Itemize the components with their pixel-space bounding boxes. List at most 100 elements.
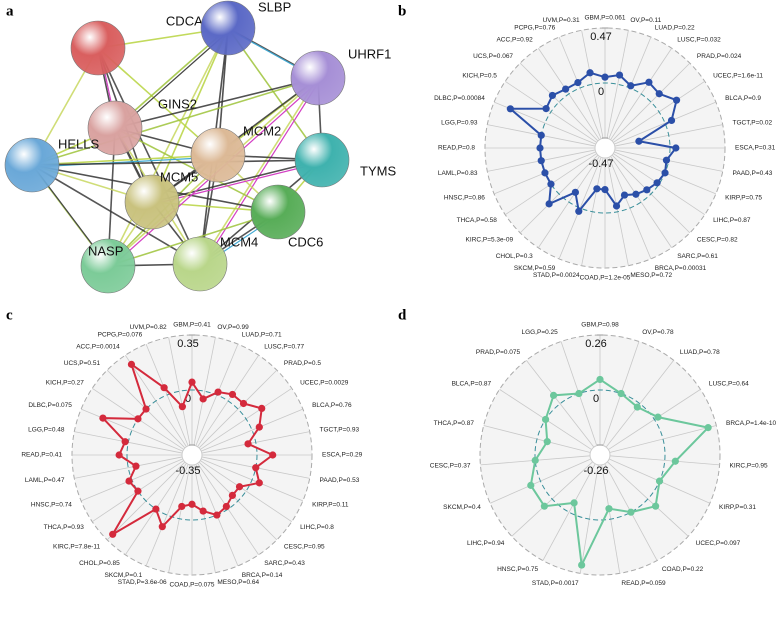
grid-circle	[126, 389, 258, 521]
spoke	[80, 408, 183, 452]
panel-label: b	[398, 3, 406, 19]
category-label: PRAD,P=0.5	[284, 360, 321, 367]
category-label: KIRP,P=0.11	[312, 501, 349, 508]
category-label: HNSC,P=0.86	[444, 194, 485, 201]
category-label: LUAD,P=0.22	[655, 25, 695, 32]
category-label: LAML,P=0.83	[438, 170, 478, 177]
data-point	[548, 91, 557, 100]
data-point	[541, 169, 549, 177]
spoke	[581, 30, 604, 139]
category-label: THCA,P=0.93	[44, 524, 85, 531]
edge	[153, 161, 325, 205]
spoke	[609, 425, 717, 453]
edge	[199, 77, 319, 265]
category-label: UCS,P=0.51	[64, 360, 101, 367]
data-point	[652, 502, 660, 510]
category-label: BLCA,P=0.76	[312, 402, 352, 409]
tick-label: -0.35	[175, 465, 200, 477]
category-label: COAD,P=1.2e-05	[580, 275, 631, 282]
edge	[97, 47, 201, 265]
category-label: PAAD,P=0.53	[320, 477, 360, 484]
category-label: PCPG,P=0.76	[514, 25, 555, 32]
category-label: MESO,P=0.64	[217, 579, 259, 586]
category-label: UCEC,P=1.6e-11	[713, 72, 763, 79]
category-label: STAD,P=0.0024	[533, 272, 580, 279]
category-label: KICH,P=0.5	[462, 72, 497, 79]
category-label: SKCM,P=0.59	[514, 265, 556, 272]
category-label: CHOL,P=0.85	[79, 560, 120, 567]
data-point	[188, 378, 196, 386]
data-point	[537, 131, 545, 139]
data-point	[672, 144, 680, 152]
data-point	[121, 438, 129, 446]
node-label: UHRF1	[348, 46, 391, 61]
category-label: CHOL,P=0.3	[496, 253, 533, 260]
data-point	[160, 384, 168, 392]
node	[200, 0, 256, 56]
data-point	[239, 399, 248, 408]
data-point	[178, 403, 186, 411]
data-point	[586, 69, 594, 77]
node	[172, 236, 228, 292]
spoke	[145, 464, 189, 567]
data-point	[158, 523, 166, 531]
spoke	[74, 456, 183, 479]
data-point	[269, 451, 277, 459]
node-label: CDCA7	[166, 13, 210, 28]
category-label: LUSC,P=0.77	[264, 344, 304, 351]
category-label: THCA,P=0.58	[457, 217, 498, 224]
category-label: HNSC,P=0.74	[31, 501, 72, 508]
data-point	[545, 200, 553, 208]
data-point	[654, 413, 662, 421]
category-label: UVM,P=0.82	[130, 324, 167, 331]
data-point	[252, 464, 260, 472]
spoke	[200, 460, 292, 523]
data-point	[115, 451, 123, 459]
data-point	[601, 73, 609, 81]
data-point	[134, 487, 142, 495]
grid-circle	[534, 389, 666, 521]
node-label: CDC6	[288, 234, 323, 249]
data-point	[661, 169, 669, 177]
data-point	[222, 502, 230, 511]
data-point	[537, 157, 545, 165]
edge	[31, 164, 201, 265]
category-label: OV,P=0.78	[642, 329, 674, 336]
data-point	[645, 78, 653, 86]
radar-chart: d GBM,P=0.98 OV,P=0.78 LUAD,P=0.78 LUSC,P=0.…	[398, 307, 776, 587]
data-point	[617, 389, 625, 398]
data-point	[213, 511, 221, 519]
spoke	[609, 455, 720, 466]
spoke	[610, 156, 673, 248]
category-label: MESO,P=0.72	[630, 272, 672, 279]
data-point	[655, 477, 664, 485]
data-point	[178, 502, 186, 511]
category-label: OV,P=0.11	[630, 17, 661, 24]
data-point	[134, 415, 142, 423]
node-label: MCM4	[220, 234, 258, 249]
data-point	[547, 180, 555, 188]
spoke	[525, 360, 595, 448]
category-label: KIRP,P=0.75	[725, 194, 762, 201]
data-point	[672, 96, 681, 104]
edge	[114, 77, 319, 129]
edge	[31, 159, 323, 166]
data-point	[235, 483, 244, 491]
data-point	[601, 185, 609, 194]
category-label: ACC,P=0.92	[496, 37, 533, 44]
data-point	[255, 479, 263, 487]
category-label: BRCA,P=0.00031	[655, 265, 707, 272]
spoke	[606, 30, 629, 139]
category-label: OV,P=0.99	[217, 324, 249, 331]
category-label: READ,P=0.41	[21, 452, 62, 459]
node-label: MCM2	[243, 123, 281, 138]
data-point	[704, 424, 712, 432]
category-label: SKCM,P=0.1	[104, 572, 142, 579]
panel-label: d	[398, 307, 407, 323]
panel-label: a	[6, 3, 14, 19]
category-label: DLBC,P=0.00084	[434, 95, 485, 102]
category-label: READ,P=0.8	[438, 145, 475, 152]
category-label: ESCA,P=0.29	[322, 452, 363, 459]
